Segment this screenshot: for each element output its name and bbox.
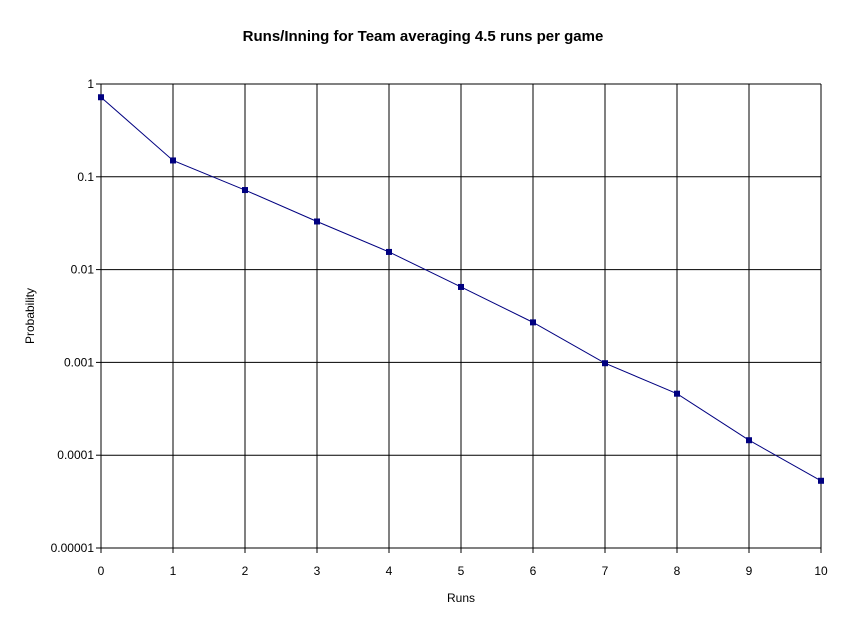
data-point bbox=[242, 187, 248, 194]
x-tick-label: 5 bbox=[458, 564, 465, 578]
y-tick-label: 0.01 bbox=[71, 263, 95, 277]
x-tick-label: 1 bbox=[170, 564, 177, 578]
data-point bbox=[458, 283, 464, 290]
data-point bbox=[530, 319, 536, 326]
data-point bbox=[746, 437, 752, 444]
data-point bbox=[602, 360, 608, 367]
x-tick-label: 10 bbox=[814, 564, 828, 578]
x-tick-label: 6 bbox=[530, 564, 537, 578]
y-tick-label: 0.0001 bbox=[57, 448, 94, 462]
x-axis-ticks: 0 1 2 3 4 5 6 7 8 9 10 bbox=[98, 548, 828, 578]
data-point bbox=[314, 218, 320, 225]
series-group bbox=[98, 94, 824, 484]
x-tick-label: 7 bbox=[602, 564, 609, 578]
x-axis-label: Runs bbox=[447, 591, 475, 605]
grid bbox=[100, 83, 822, 549]
y-tick-label: 0.1 bbox=[77, 170, 94, 184]
data-point bbox=[170, 157, 176, 164]
x-tick-label: 4 bbox=[386, 564, 393, 578]
data-point bbox=[674, 390, 680, 397]
data-point bbox=[818, 477, 824, 484]
y-tick-label: 1 bbox=[87, 77, 94, 91]
data-point bbox=[98, 94, 104, 101]
x-tick-label: 8 bbox=[674, 564, 681, 578]
x-tick-label: 2 bbox=[242, 564, 249, 578]
x-tick-label: 9 bbox=[746, 564, 753, 578]
x-tick-label: 3 bbox=[314, 564, 321, 578]
data-point bbox=[386, 248, 392, 255]
y-tick-label: 0.00001 bbox=[51, 541, 95, 555]
chart-title: Runs/Inning for Team averaging 4.5 runs … bbox=[243, 28, 604, 45]
x-tick-label: 0 bbox=[98, 564, 105, 578]
y-axis-label: Probability bbox=[23, 288, 37, 344]
y-axis-ticks: 1 0.1 0.01 0.001 0.0001 0.00001 bbox=[51, 77, 101, 555]
y-tick-label: 0.001 bbox=[64, 355, 94, 369]
